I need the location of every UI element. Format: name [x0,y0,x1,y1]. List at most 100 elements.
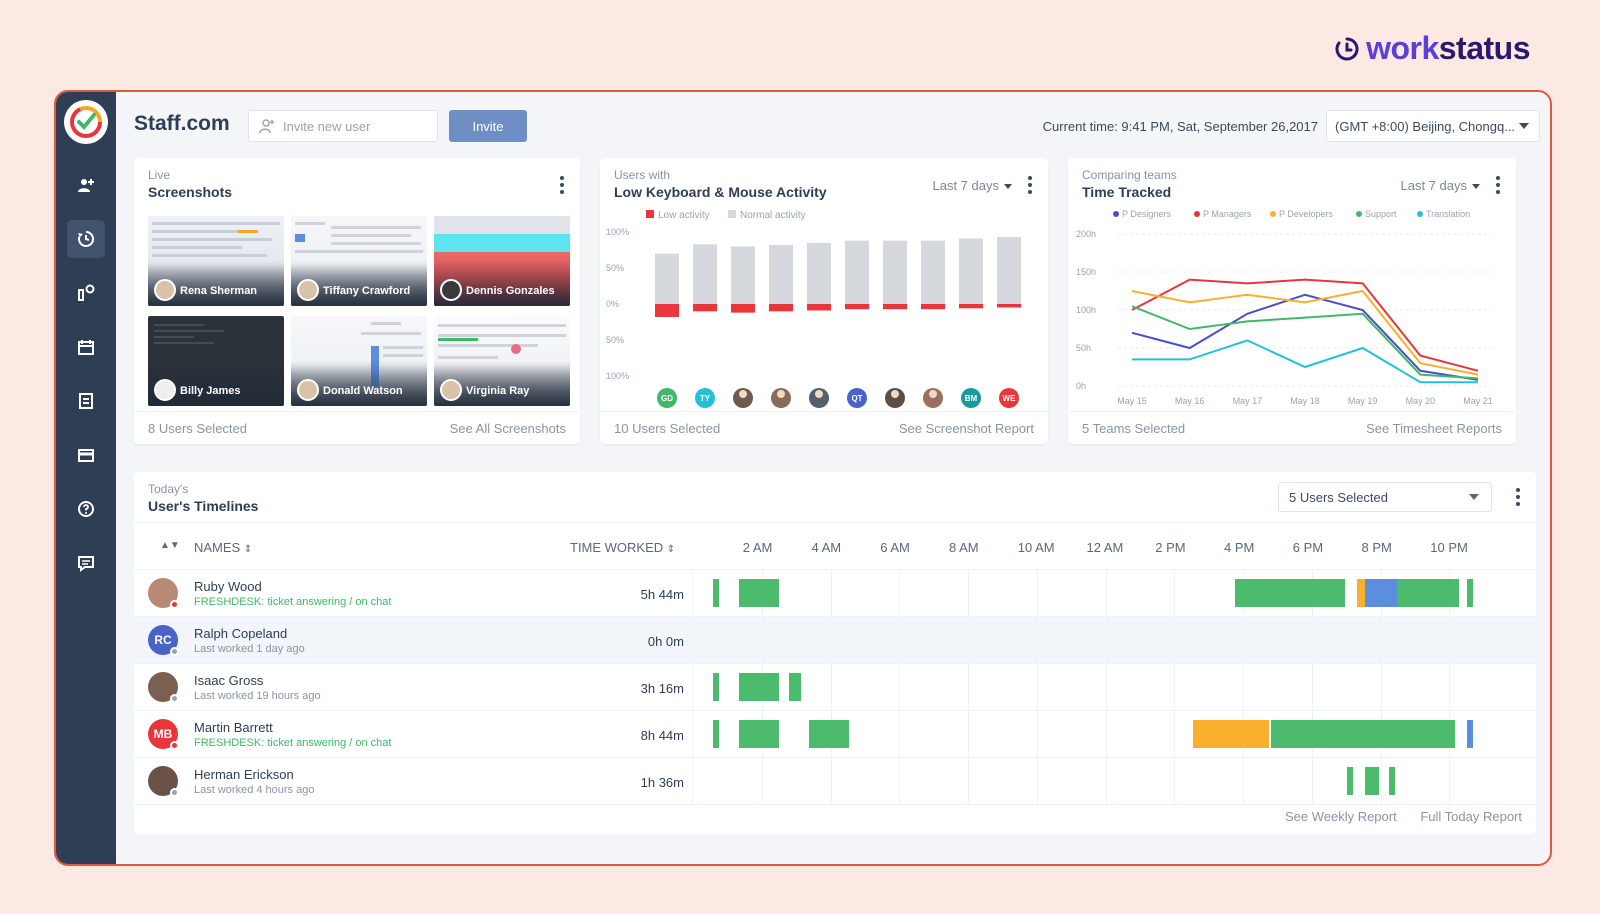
current-time-label: Current time: [1042,119,1118,134]
time-worked: 5h 44m [640,587,684,602]
timeline-users-select[interactable]: 5 Users Selected [1278,482,1492,512]
time-worked-column-header[interactable]: TIME WORKED ⇕ [570,540,675,555]
screenshot-thumb[interactable]: Rena Sherman [148,216,284,306]
user-avatar[interactable] [733,388,753,408]
timeline-row[interactable]: RC Ralph Copeland Last worked 1 day ago 0h … [134,617,1536,664]
activity-segment[interactable] [789,673,801,701]
user-avatar[interactable]: QT [847,388,867,408]
legend-label: P Managers [1203,209,1252,219]
more-options-icon[interactable] [560,176,564,194]
see-screenshot-report-link[interactable]: See Screenshot Report [898,421,1034,436]
more-options-icon[interactable] [1028,176,1032,194]
see-weekly-report-link[interactable]: See Weekly Report [1284,809,1397,824]
activity-segment[interactable] [713,579,719,607]
sidebar-item-calendar[interactable] [56,320,116,374]
timeline-row[interactable]: MB Martin Barrett FRESHDESK: ticket answer… [134,711,1536,758]
low-activity-bar [655,304,679,317]
sidebar-item-add-user[interactable] [56,158,116,212]
brand-work: work [1366,30,1439,66]
activity-segment[interactable] [1397,579,1459,607]
more-options-icon[interactable] [1496,176,1500,194]
activity-segment[interactable] [1389,767,1395,795]
avatar [440,379,462,401]
screenshot-thumb[interactable]: Tiffany Crawford [291,216,427,306]
user-avatar[interactable] [923,388,943,408]
user-avatar[interactable]: BM [961,388,981,408]
status-dot [170,647,179,656]
app-logo[interactable] [64,100,108,144]
status-dot [170,694,179,703]
sidebar-item-history[interactable] [56,212,116,266]
user-initials: WE [1003,394,1017,403]
invite-button[interactable]: Invite [449,110,527,142]
user-avatar[interactable]: TY [695,388,715,408]
invite-user-input[interactable] [283,118,423,134]
see-all-screenshots-link[interactable]: See All Screenshots [449,421,566,436]
app-window: Staff.com Invite Current time: 9:41 PM, … [54,90,1552,866]
screenshot-thumb[interactable]: Donald Watson [291,316,427,406]
screenshot-thumb[interactable]: Billy James [148,316,284,406]
user-avatar[interactable] [809,388,829,408]
legend-low-label: Low activity [658,210,710,221]
teams-range-select[interactable]: Last 7 days [1401,178,1480,193]
timeline-row[interactable]: Ruby Wood FRESHDESK: ticket answering / o… [134,570,1536,617]
time-tracked-chart: P Designers P Managers P Developers Support… [1076,209,1493,406]
legend-label: P Designers [1122,209,1171,219]
activity-segment[interactable] [1347,767,1353,795]
activity-segment[interactable] [713,720,719,748]
activity-segment[interactable] [1467,720,1473,748]
activity-range-select[interactable]: Last 7 days [933,178,1012,193]
sidebar-item-reports[interactable] [56,374,116,428]
invite-user-field[interactable] [248,110,438,142]
names-column-label: NAMES [194,540,241,555]
timeline-row[interactable]: Isaac Gross Last worked 19 hours ago 3h 16… [134,664,1536,711]
normal-activity-bar [921,240,945,304]
activity-segment[interactable] [739,579,779,607]
chevron-down-icon [1004,184,1012,190]
user-status: Last worked 1 day ago [194,643,305,655]
user-avatar[interactable]: WE [999,388,1019,408]
activity-segment[interactable] [1235,579,1345,607]
names-column-header[interactable]: NAMES ⇕ [194,540,252,555]
see-timesheet-reports-link[interactable]: See Timesheet Reports [1366,421,1502,436]
full-today-report-link[interactable]: Full Today Report [1420,809,1522,824]
screenshots-card: Live Screenshots Rena Sherman Tiffany Cr… [134,158,580,444]
hour-label: 2 PM [1155,540,1186,555]
user-avatar[interactable] [771,388,791,408]
sort-icon[interactable]: ▲▼ [160,540,180,551]
sidebar-item-help[interactable] [56,482,116,536]
chevron-down-icon [1472,184,1480,190]
more-options-icon[interactable] [1516,488,1520,506]
sidebar-item-payments[interactable] [56,428,116,482]
screenshot-content [154,324,224,344]
sidebar-item-flows[interactable] [56,266,116,320]
screenshot-thumb[interactable]: Dennis Gonzales [434,216,570,306]
activity-segment[interactable] [1467,579,1473,607]
low-activity-bar [807,304,831,311]
screenshot-content [295,222,423,253]
activity-segment[interactable] [1365,579,1397,607]
flows-icon [78,284,95,301]
activity-segment[interactable] [1365,767,1379,795]
sidebar-item-messages[interactable] [56,536,116,590]
activity-segment[interactable] [1357,579,1365,607]
activity-segment[interactable] [739,720,779,748]
activity-segment[interactable] [1271,720,1455,748]
user-avatar[interactable]: GD [657,388,677,408]
activity-segment[interactable] [713,673,719,701]
history-icon [78,230,95,247]
activity-segment[interactable] [1193,720,1269,748]
timezone-select[interactable]: (GMT +8:00) Beijing, Chongq... [1326,110,1540,142]
x-tick-label: May 18 [1290,396,1320,406]
activity-segment[interactable] [809,720,849,748]
activity-chart: Low activity Normal activity 100% 50% 0% 50% 1… [606,210,1021,408]
legend-swatch [1417,211,1423,217]
add-user-icon [259,119,274,134]
timeline-row[interactable]: Herman Erickson Last worked 4 hours ago 1h… [134,758,1536,805]
user-avatar[interactable] [885,388,905,408]
status-dot [170,741,179,750]
activity-segment[interactable] [739,673,779,701]
y-tick-label: 200h [1076,229,1096,239]
timeline-title: User's Timelines [148,498,259,514]
screenshot-thumb[interactable]: Virginia Ray [434,316,570,406]
